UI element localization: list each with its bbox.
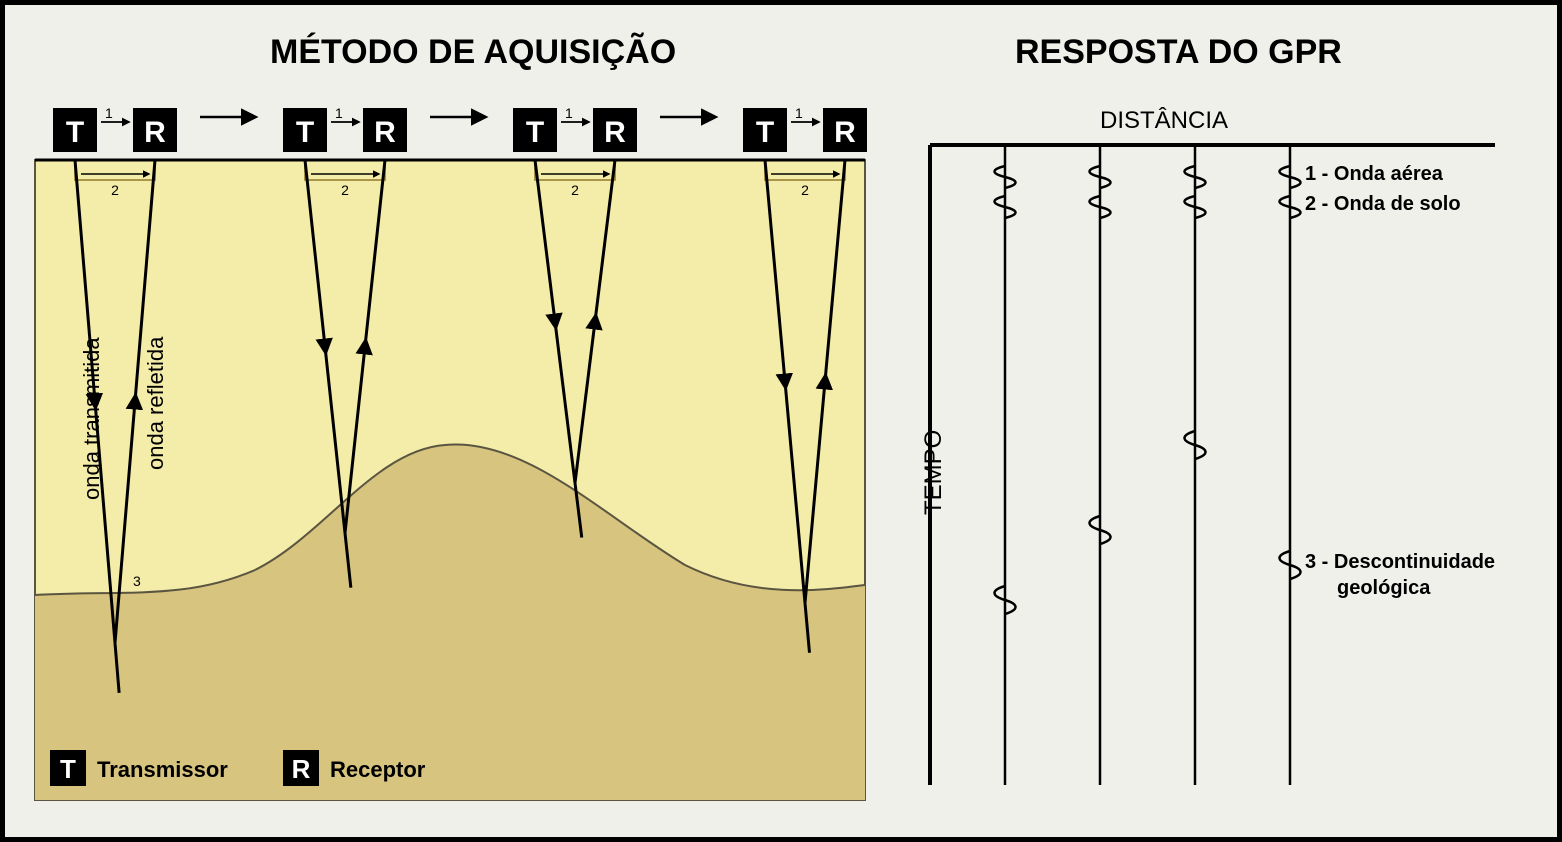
- gpr-x-label: DISTÂNCIA: [1100, 107, 1228, 135]
- gpr-ann-1: 1 - Onda aérea: [1305, 163, 1443, 186]
- gpr-y-label: TEMPO: [920, 430, 948, 515]
- gpr-ann-2: 2 - Onda de solo: [1305, 193, 1461, 216]
- svg-text:2: 2: [111, 182, 119, 198]
- svg-text:1: 1: [565, 105, 573, 121]
- svg-text:T: T: [756, 116, 774, 149]
- svg-text:R: R: [374, 116, 396, 149]
- svg-text:T: T: [66, 116, 84, 149]
- svg-text:R: R: [144, 116, 166, 149]
- label-reflected: onda refletida: [143, 337, 169, 470]
- legend-t-label: Transmissor: [97, 757, 228, 783]
- svg-text:T: T: [526, 116, 544, 149]
- svg-text:1: 1: [795, 105, 803, 121]
- svg-text:R: R: [604, 116, 626, 149]
- svg-text:2: 2: [801, 182, 809, 198]
- svg-text:1: 1: [335, 105, 343, 121]
- diagram-svg: T R 1 2 T R 1 2 T R 1 2 T R 1 2 T R: [5, 5, 1557, 837]
- svg-text:R: R: [292, 754, 311, 784]
- legend-r-label: Receptor: [330, 757, 425, 783]
- svg-text:T: T: [296, 116, 314, 149]
- svg-text:1: 1: [105, 105, 113, 121]
- svg-text:2: 2: [341, 182, 349, 198]
- gpr-response: [930, 145, 1495, 785]
- label-transmitted: onda transmitida: [79, 337, 105, 500]
- gpr-ann-3b: geológica: [1337, 577, 1430, 600]
- svg-text:R: R: [834, 116, 856, 149]
- point3-label: 3: [133, 573, 141, 589]
- svg-text:T: T: [60, 754, 76, 784]
- diagram-frame: MÉTODO DE AQUISIÇÃO RESPOSTA DO GPR TR12…: [0, 0, 1562, 842]
- svg-text:2: 2: [571, 182, 579, 198]
- gpr-ann-3: 3 - Descontinuidade: [1305, 551, 1495, 574]
